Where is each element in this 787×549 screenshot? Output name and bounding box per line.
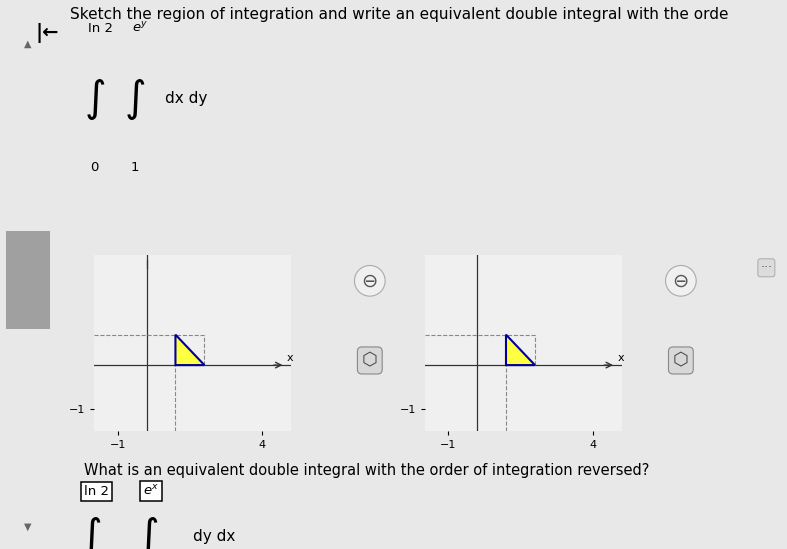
Text: ∫: ∫ xyxy=(138,516,160,549)
Text: ⊖: ⊖ xyxy=(673,271,689,290)
Text: ▼: ▼ xyxy=(24,522,31,532)
Text: ln 2: ln 2 xyxy=(84,485,109,497)
Text: |←: |← xyxy=(35,23,59,43)
Text: x: x xyxy=(617,354,624,363)
Text: What is an equivalent double integral with the order of integration reversed?: What is an equivalent double integral wi… xyxy=(84,463,650,478)
Text: 0: 0 xyxy=(91,160,98,173)
Text: ⊖: ⊖ xyxy=(361,271,378,290)
Text: ∫: ∫ xyxy=(81,516,102,549)
Text: ▲: ▲ xyxy=(24,39,31,49)
Text: dy dx: dy dx xyxy=(193,529,235,545)
Text: $e^y$: $e^y$ xyxy=(132,20,148,35)
Text: Sketch the region of integration and write an equivalent double integral with th: Sketch the region of integration and wri… xyxy=(70,8,728,23)
Text: 1: 1 xyxy=(131,160,139,173)
Text: ···: ··· xyxy=(760,261,772,274)
Text: ∫: ∫ xyxy=(84,78,106,120)
Polygon shape xyxy=(176,335,205,365)
Polygon shape xyxy=(506,335,535,365)
Text: In 2: In 2 xyxy=(88,21,113,35)
Text: ∫: ∫ xyxy=(124,78,146,120)
Text: x: x xyxy=(286,354,294,363)
Text: ⬡: ⬡ xyxy=(362,351,378,369)
Bar xyxy=(6,231,50,329)
Text: $e^{x}$: $e^{x}$ xyxy=(143,484,159,497)
Text: dx dy: dx dy xyxy=(165,91,207,107)
Text: ⬡: ⬡ xyxy=(673,351,689,369)
